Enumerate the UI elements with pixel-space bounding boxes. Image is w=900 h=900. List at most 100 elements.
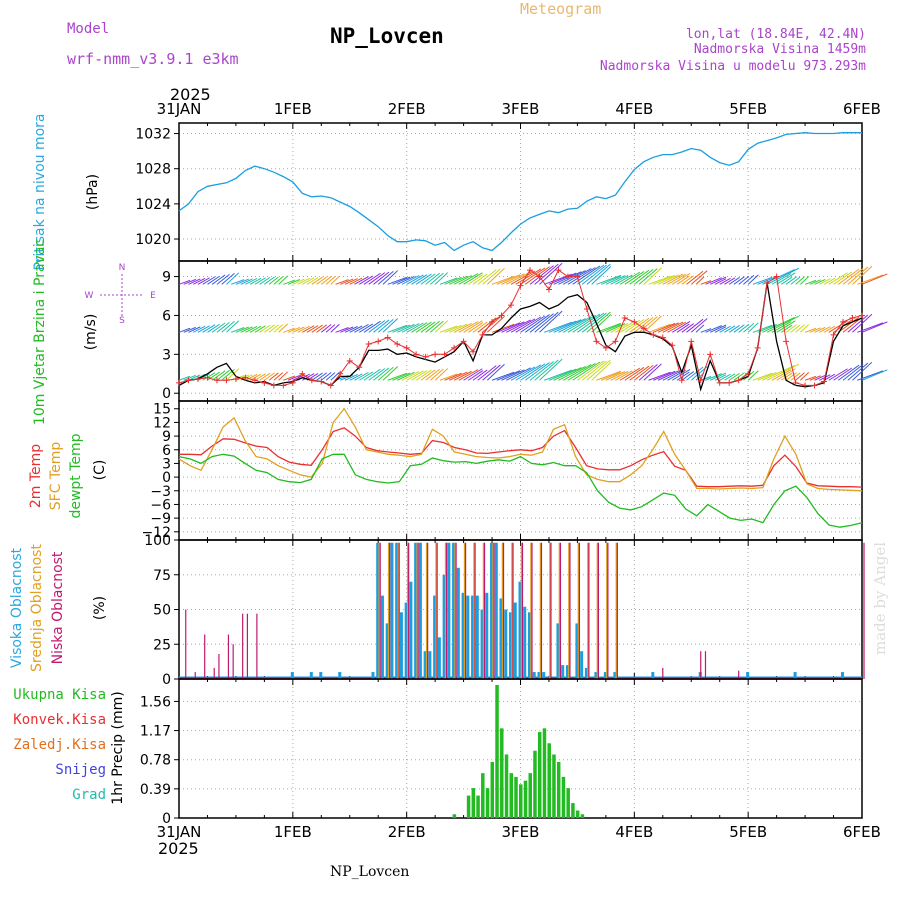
- wind-arrow: [344, 374, 358, 381]
- wind-arrow: [795, 372, 805, 381]
- wind-arrow: [520, 315, 546, 333]
- wind-arrow: [273, 372, 284, 381]
- wind-arrow: [615, 274, 633, 285]
- wind-arrow: [411, 322, 428, 333]
- wind-arrow: [728, 324, 740, 333]
- model-elevation-label: Nadmorska Visina u modelu 973.293m: [600, 59, 866, 74]
- wind-arrow: [468, 370, 484, 381]
- wind-arrow: [781, 324, 793, 333]
- wind-arrow: [439, 277, 458, 285]
- wind-arrow: [700, 376, 712, 381]
- high-cloud-bar: [523, 606, 527, 679]
- wind-gust-marker: [432, 351, 439, 358]
- wind-gust-marker: [536, 273, 543, 280]
- high-cloud-bar: [575, 623, 579, 679]
- wind-arrow: [686, 270, 704, 285]
- wind-arrow: [653, 274, 676, 285]
- wind-gust-marker: [678, 377, 685, 384]
- wind-arrow: [600, 371, 621, 381]
- wind-arrow: [520, 363, 546, 381]
- wind-arrow: [638, 268, 658, 285]
- legend-ukupna: Ukupna Kisa: [13, 687, 106, 703]
- wind-gust-marker: [735, 377, 742, 384]
- panel-4: 0 0.39 0.78 1.17 1.56: [140, 678, 863, 827]
- wind-gust-marker: [242, 374, 249, 381]
- wind-arrow: [705, 277, 722, 285]
- wind-arrow: [643, 315, 662, 333]
- y-tick-label: 6: [162, 443, 171, 459]
- wind-arrow: [534, 359, 559, 381]
- high-cloud-bar: [399, 612, 403, 679]
- wind-arrow: [382, 318, 399, 333]
- wind-arrow: [837, 364, 860, 381]
- wind-gust-marker: [792, 379, 799, 386]
- wind-arrow: [766, 363, 800, 381]
- y-tick-label: 6: [162, 308, 171, 324]
- wind-arrow: [453, 275, 472, 285]
- wind-arrow: [743, 322, 755, 333]
- wind-arrow: [733, 372, 745, 381]
- wind-arrow: [349, 277, 363, 285]
- high-cloud-bar: [338, 672, 342, 679]
- wind-arrow: [216, 369, 230, 381]
- wind-arrow: [358, 371, 374, 381]
- cloud-label-high: Visoka Oblacnost: [9, 547, 25, 668]
- wind-arrow: [700, 280, 712, 285]
- precip-bar: [481, 773, 485, 818]
- wind-arrow: [444, 372, 462, 381]
- wind-arrow: [486, 363, 505, 381]
- wind-arrow: [420, 321, 436, 333]
- wind-arrow: [510, 270, 536, 285]
- y-tick-label: 0: [162, 386, 171, 402]
- wind-gust-marker: [517, 282, 524, 289]
- wind-arrow: [482, 316, 501, 333]
- wind-arrow: [273, 276, 284, 285]
- wind-arrow: [415, 273, 432, 285]
- wind-arrow: [188, 278, 201, 285]
- wind-arrow: [330, 275, 340, 285]
- panel-1: 0 3 6 9: [162, 260, 888, 402]
- high-cloud-bar: [580, 651, 584, 679]
- y-tick-label: 1024: [135, 197, 171, 213]
- wind-gust-marker: [337, 370, 344, 377]
- wind-arrow: [643, 363, 662, 381]
- wind-arrow: [847, 314, 869, 333]
- wind-arrow: [491, 275, 515, 285]
- wind-arrow: [425, 368, 440, 381]
- wind-gust-marker: [441, 351, 448, 358]
- wind-arrow: [662, 273, 684, 285]
- y-tick-label: 0.78: [140, 753, 171, 769]
- wind-arrow: [842, 268, 864, 285]
- wind-arrow: [472, 369, 488, 381]
- wind-arrow: [852, 361, 873, 381]
- precip-bar: [552, 754, 556, 818]
- high-cloud-bar: [565, 665, 569, 679]
- high-cloud-bar: [423, 651, 427, 679]
- wind-arrow: [425, 272, 440, 285]
- precip-bar: [509, 773, 514, 818]
- wind-arrow: [705, 373, 722, 381]
- wind-arrow: [434, 272, 449, 285]
- wind-arrow: [681, 323, 695, 333]
- wind-arrow: [340, 278, 354, 285]
- wind-gust-marker: [526, 267, 533, 274]
- high-cloud-bar: [542, 672, 546, 679]
- wind-arrow: [444, 276, 462, 285]
- wind-arrow: [809, 375, 821, 381]
- wind-gust-marker: [176, 379, 182, 386]
- wind-arrow: [657, 274, 679, 285]
- wind-arrow: [629, 365, 650, 381]
- y-tick-label: 9: [162, 429, 171, 445]
- wind-gust-marker: [602, 344, 609, 351]
- wind-arrow: [245, 325, 258, 333]
- wind-arrow: [690, 318, 708, 333]
- wind-arrow: [377, 366, 394, 381]
- wind-arrow: [790, 372, 801, 381]
- wind-arrow: [302, 325, 315, 333]
- pressure-line: [178, 132, 862, 252]
- wind-arrow: [534, 263, 559, 285]
- wind-arrow: [619, 367, 641, 381]
- wind-arrow: [292, 278, 305, 285]
- wind-arrow: [610, 275, 629, 285]
- wind-gust-marker: [650, 331, 657, 338]
